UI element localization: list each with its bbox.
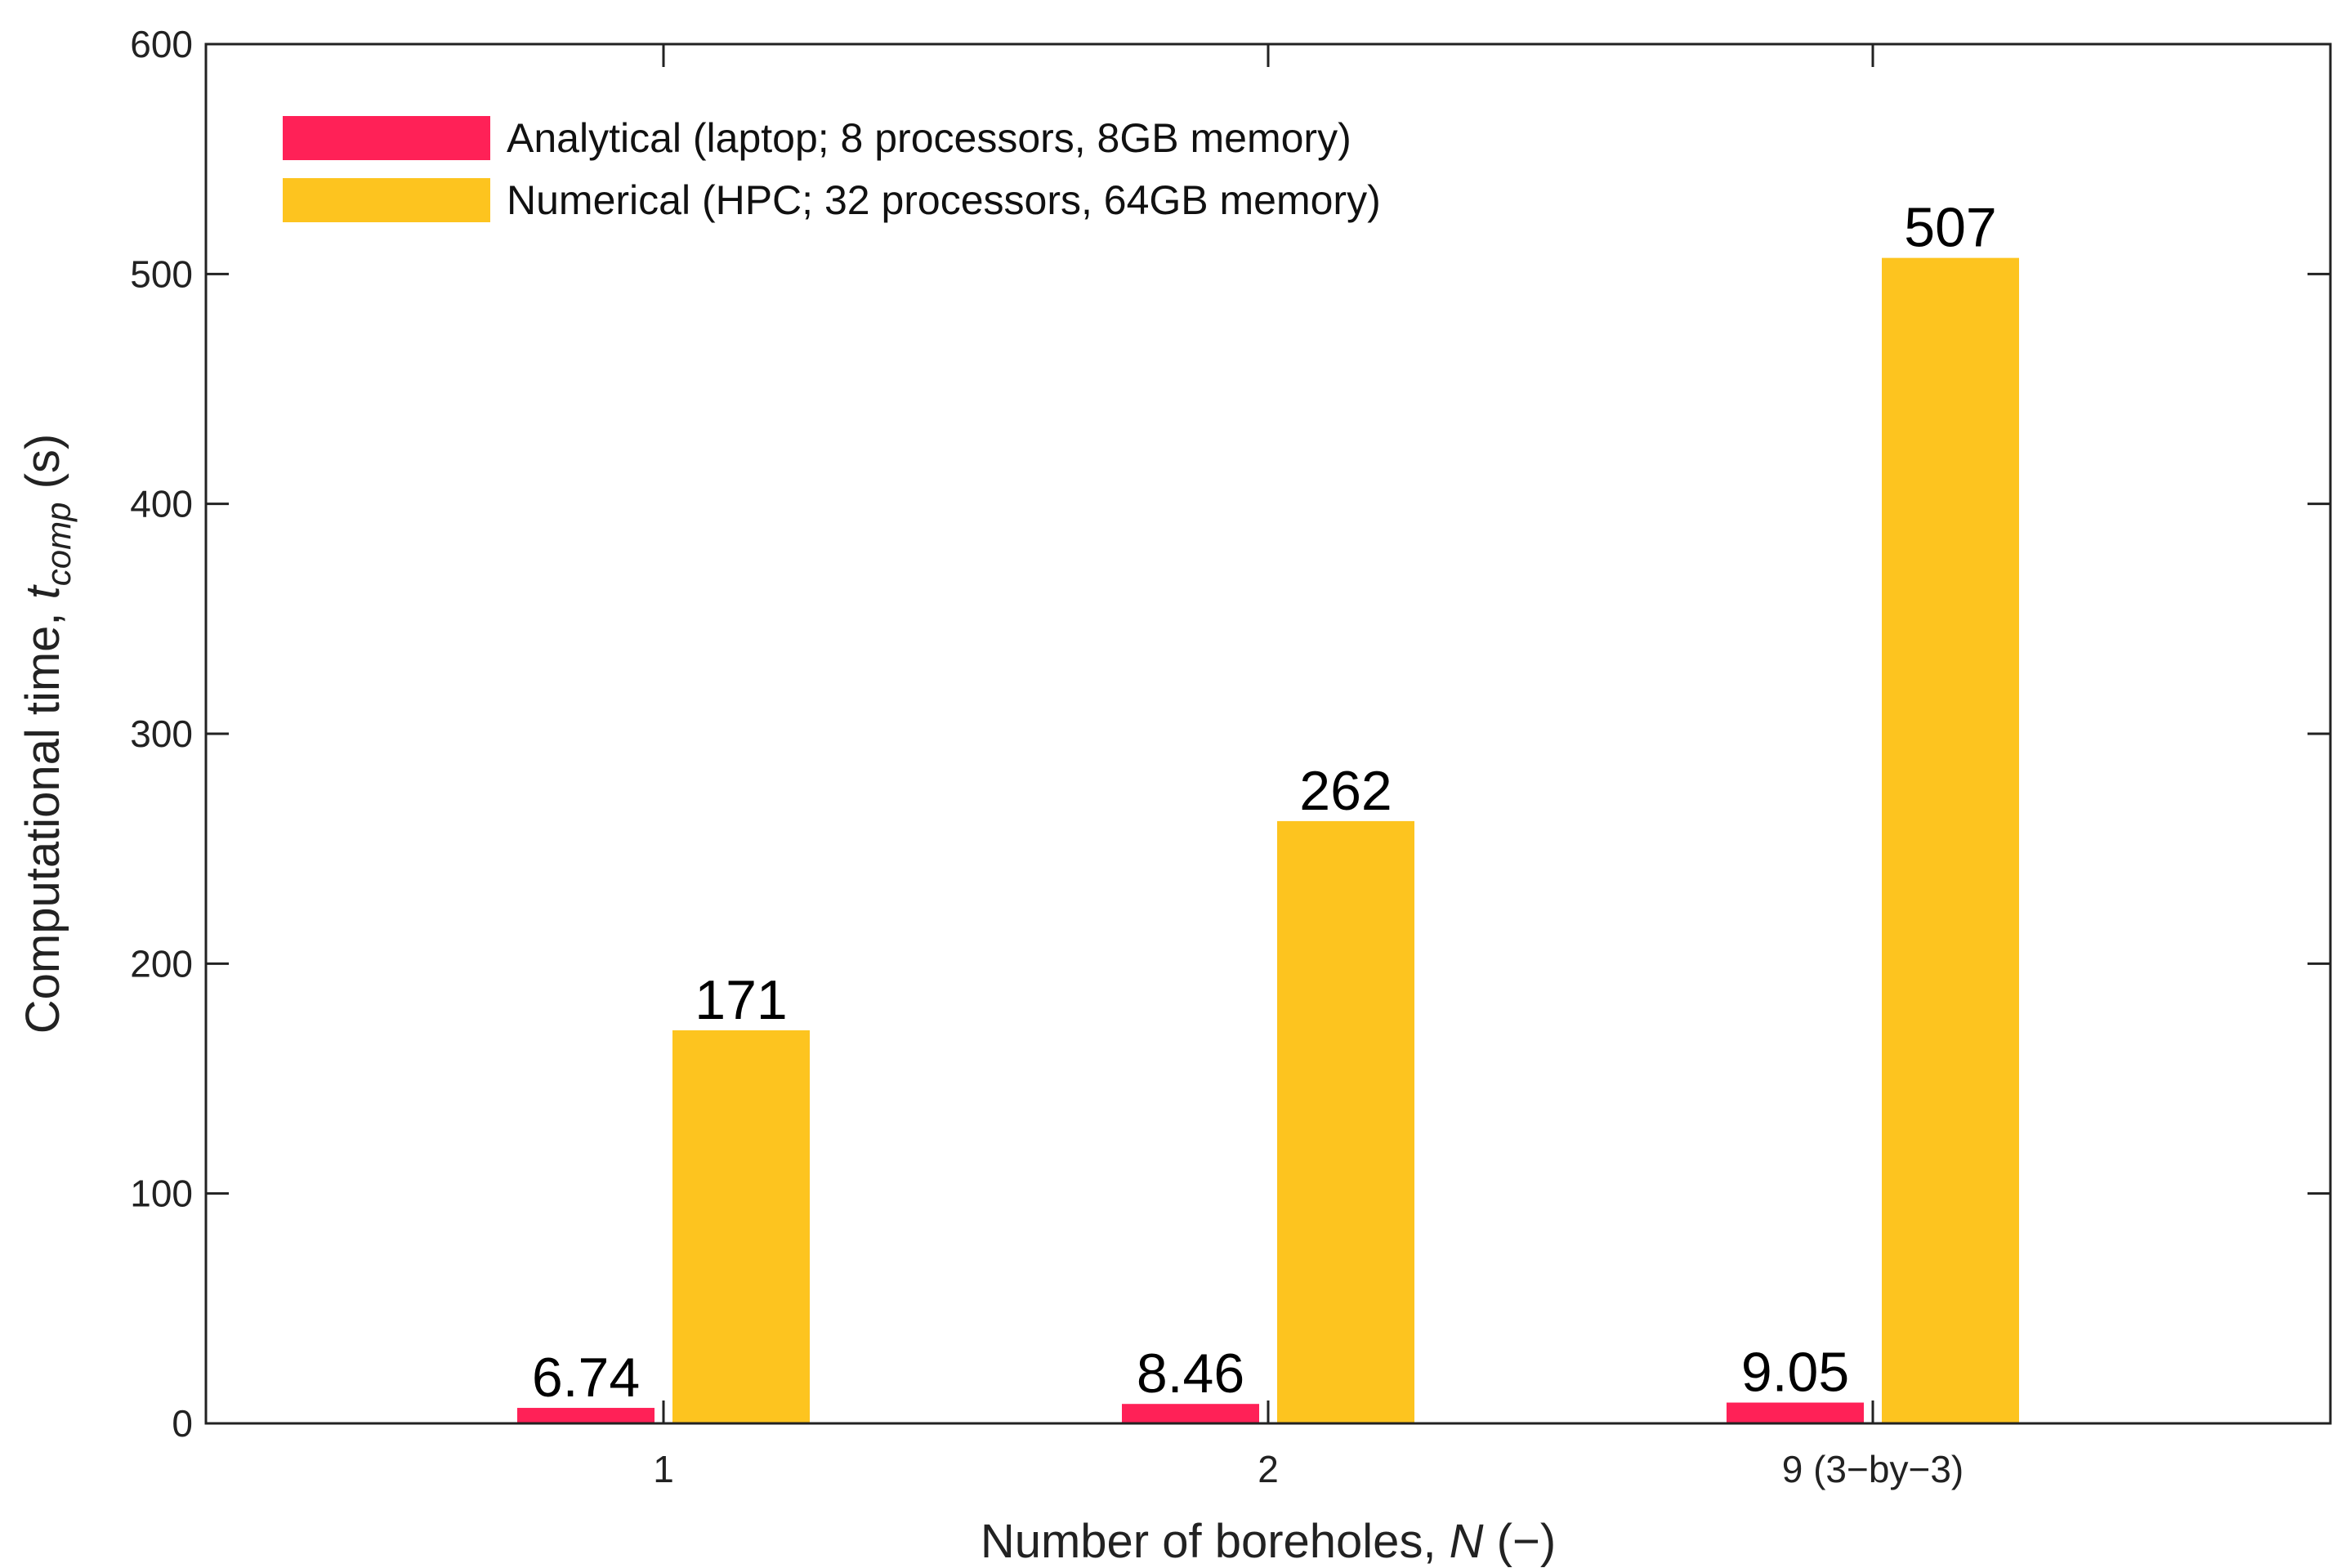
y-axis-label-subscript: comp (39, 503, 78, 587)
bar-analytical (1727, 1402, 1864, 1423)
y-axis-label-text: Computational time, (16, 599, 69, 1034)
x-axis-label: Number of boreholes, N (−) (981, 1515, 1556, 1568)
bars (517, 257, 2019, 1423)
data-labels: 6.74 171 8.46 262 9.05 507 (532, 197, 1997, 1409)
bar-numerical (1882, 257, 2019, 1423)
plot-frame (204, 42, 2332, 1425)
data-label-numerical: 262 (1299, 760, 1392, 822)
data-label-analytical: 9.05 (1741, 1342, 1849, 1404)
ticks: 0 100 200 300 400 500 600 1 2 9 (3−by−3) (130, 23, 2330, 1490)
y-tick-label: 200 (130, 942, 193, 985)
bar-analytical (517, 1408, 655, 1423)
y-axis-label-variable: t (16, 583, 69, 599)
legend-label-1: Numerical (HPC; 32 processors, 64GB memo… (507, 177, 1381, 223)
y-axis-label: Computational time, tcomp (s) (16, 434, 78, 1034)
bar-numerical (1277, 820, 1414, 1423)
bar-numerical (672, 1030, 810, 1423)
x-tick-label: 1 (653, 1448, 674, 1490)
y-tick-label: 600 (130, 23, 193, 65)
x-tick-label: 2 (1258, 1448, 1279, 1490)
x-axis-label-text: Number of boreholes, (981, 1515, 1450, 1568)
legend-swatch-1 (283, 178, 490, 222)
x-axis-label-variable: N (1450, 1515, 1484, 1568)
bar-analytical (1122, 1404, 1259, 1423)
legend-label-0: Analytical (laptop; 8 processors, 8GB me… (507, 115, 1351, 161)
data-label-numerical: 171 (695, 969, 787, 1031)
data-label-analytical: 6.74 (532, 1347, 640, 1409)
data-label-analytical: 8.46 (1137, 1342, 1244, 1405)
y-tick-label: 500 (130, 252, 193, 295)
legend-swatch-0 (283, 116, 490, 160)
y-tick-label: 0 (172, 1402, 193, 1445)
x-axis-label-unit: (−) (1484, 1515, 1557, 1568)
y-tick-label: 100 (130, 1173, 193, 1215)
legend: Analytical (laptop; 8 processors, 8GB me… (283, 115, 1381, 223)
y-tick-label: 300 (130, 713, 193, 755)
data-label-numerical: 507 (1904, 197, 1996, 259)
y-axis-label-unit: (s) (16, 434, 69, 503)
x-tick-label: 9 (3−by−3) (1782, 1448, 1964, 1490)
y-tick-label: 400 (130, 483, 193, 525)
